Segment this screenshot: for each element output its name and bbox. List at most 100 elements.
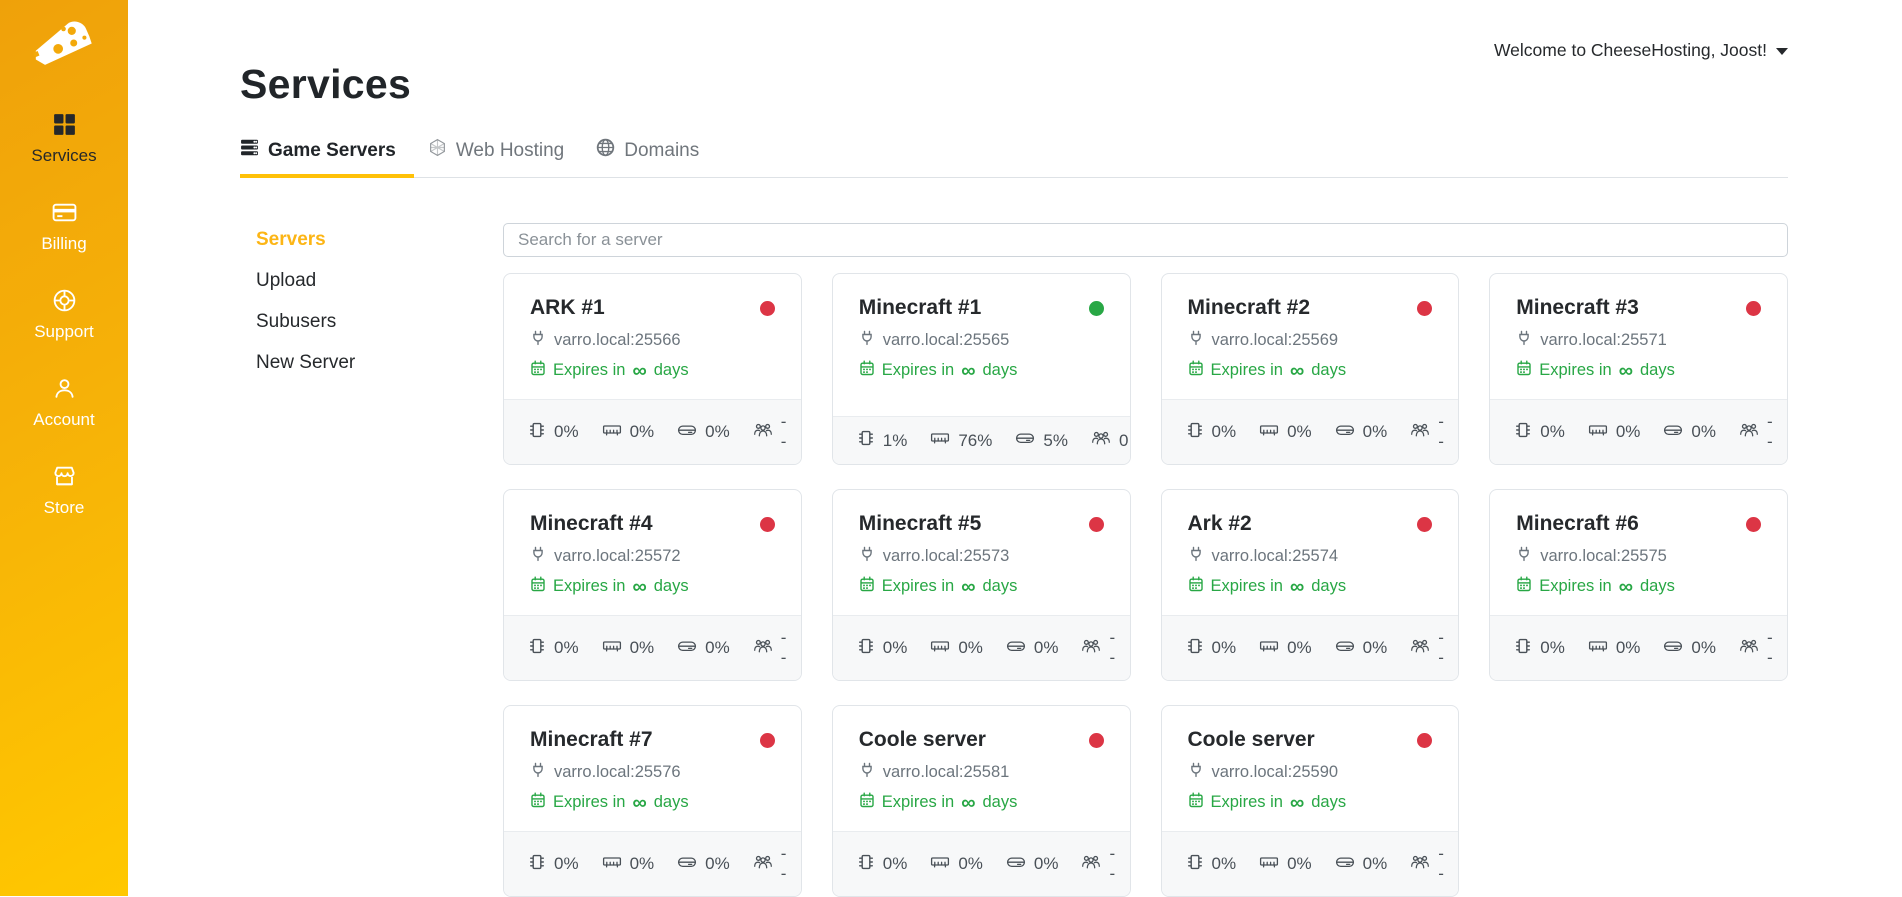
cpu-stat: 0% (857, 637, 908, 660)
infinity-symbol: ∞ (632, 362, 646, 380)
server-stats: 0% 0% (1162, 615, 1459, 680)
subnav-item-subusers[interactable]: Subusers (256, 311, 503, 333)
cpu-icon (1186, 421, 1204, 444)
server-host: varro.local:25569 (1188, 330, 1433, 351)
cpu-icon (857, 429, 875, 452)
disk-icon (1015, 430, 1035, 451)
credit-card-icon (51, 199, 78, 226)
ram-stat: 0% (1259, 421, 1312, 444)
server-expiry: Expires in ∞ days (859, 576, 1104, 597)
user-menu-dropdown[interactable]: Welcome to CheeseHosting, Joost! (1494, 40, 1788, 61)
server-card[interactable]: ARK #1 varro.local:25566 (503, 273, 802, 465)
disk-icon (1335, 854, 1355, 875)
sidebar-item-label: Billing (41, 234, 86, 254)
ram-stat: 0% (930, 853, 983, 876)
server-stats: 0% 0% (1490, 399, 1787, 464)
disk-stat: 0% (1663, 422, 1716, 443)
server-expiry: Expires in ∞ days (1188, 792, 1433, 813)
players-value: -- (781, 412, 787, 452)
tab-domains[interactable]: Domains (596, 138, 701, 177)
server-expiry: Expires in ∞ days (1188, 360, 1433, 381)
plug-icon (859, 762, 875, 783)
server-card[interactable]: Minecraft #3 varro.local:25571 (1489, 273, 1788, 465)
disk-stat: 0% (677, 854, 730, 875)
players-stat: -- (1081, 844, 1115, 884)
server-host-text: varro.local:25573 (883, 547, 1010, 566)
ram-icon (1588, 637, 1608, 660)
search-input[interactable] (503, 223, 1788, 257)
server-host: varro.local:25576 (530, 762, 775, 783)
tab-web-hosting[interactable]: Web Hosting (428, 138, 566, 177)
server-card[interactable]: Minecraft #5 varro.local:25573 (832, 489, 1131, 681)
tab-label: Domains (624, 140, 699, 162)
status-dot (1417, 517, 1432, 532)
calendar-icon (1516, 360, 1532, 381)
players-icon (1410, 638, 1430, 659)
server-expiry: Expires in ∞ days (530, 576, 775, 597)
server-card-body: Coole server varro.local:25581 (833, 706, 1130, 831)
server-host: varro.local:25565 (859, 330, 1104, 351)
ram-value: 76% (958, 431, 992, 451)
server-card[interactable]: Coole server varro.local:25590 (1161, 705, 1460, 897)
status-dot (1746, 301, 1761, 316)
plug-icon (530, 762, 546, 783)
infinity-symbol: ∞ (632, 794, 646, 812)
cpu-value: 1% (883, 431, 908, 451)
grid-icon (51, 111, 78, 138)
sidebar-item-support[interactable]: Support (19, 287, 109, 342)
cpu-stat: 0% (528, 853, 579, 876)
calendar-icon (1188, 576, 1204, 597)
cpu-stat: 0% (528, 637, 579, 660)
expires-suffix: days (1311, 793, 1346, 812)
players-value: -- (1767, 628, 1773, 668)
infinity-symbol: ∞ (961, 794, 975, 812)
ram-stat: 0% (1588, 637, 1641, 660)
ram-icon (602, 421, 622, 444)
expires-prefix: Expires in (1211, 793, 1283, 812)
ram-stat: 0% (1259, 637, 1312, 660)
sidebar-item-billing[interactable]: Billing (19, 199, 109, 254)
disk-value: 0% (1691, 422, 1716, 442)
sidebar-item-services[interactable]: Services (19, 111, 109, 166)
server-card[interactable]: Minecraft #7 varro.local:25576 (503, 705, 802, 897)
plug-icon (1188, 330, 1204, 351)
server-name: Minecraft #4 (530, 512, 653, 536)
cpu-value: 0% (554, 854, 579, 874)
infinity-symbol: ∞ (961, 362, 975, 380)
plug-icon (859, 546, 875, 567)
expires-suffix: days (654, 577, 689, 596)
expires-prefix: Expires in (1211, 577, 1283, 596)
ram-stat: 0% (1259, 853, 1312, 876)
server-host-text: varro.local:25565 (883, 331, 1010, 350)
players-value: 0 (1119, 431, 1128, 451)
sidebar-item-account[interactable]: Account (19, 375, 109, 430)
disk-value: 0% (705, 422, 730, 442)
subnav-item-servers[interactable]: Servers (256, 229, 503, 251)
server-card[interactable]: Minecraft #1 varro.local:25565 (832, 273, 1131, 465)
server-card[interactable]: Minecraft #6 varro.local:25575 (1489, 489, 1788, 681)
sidebar-item-store[interactable]: Store (19, 463, 109, 518)
ram-icon (930, 637, 950, 660)
cpu-value: 0% (883, 638, 908, 658)
server-stats: 0% 0% (504, 831, 801, 896)
subnav-item-upload[interactable]: Upload (256, 270, 503, 292)
server-card[interactable]: Coole server varro.local:25581 (832, 705, 1131, 897)
server-card[interactable]: Ark #2 varro.local:25574 (1161, 489, 1460, 681)
infinity-symbol: ∞ (1290, 578, 1304, 596)
players-stat: -- (753, 412, 787, 452)
subnav-item-new-server[interactable]: New Server (256, 352, 503, 374)
players-stat: -- (753, 628, 787, 668)
ram-value: 0% (630, 422, 655, 442)
cpu-stat: 0% (857, 853, 908, 876)
server-host: varro.local:25575 (1516, 546, 1761, 567)
server-host-text: varro.local:25576 (554, 763, 681, 782)
expires-suffix: days (1640, 361, 1675, 380)
server-stack-icon (240, 138, 259, 163)
infinity-symbol: ∞ (1619, 578, 1633, 596)
disk-stat: 5% (1015, 430, 1068, 451)
server-card[interactable]: Minecraft #2 varro.local:25569 (1161, 273, 1460, 465)
tab-bar: Game Servers Web Hosting Domains (240, 138, 1788, 178)
tab-game-servers[interactable]: Game Servers (240, 138, 398, 177)
server-card[interactable]: Minecraft #4 varro.local:25572 (503, 489, 802, 681)
cheese-logo-icon[interactable] (29, 16, 99, 77)
